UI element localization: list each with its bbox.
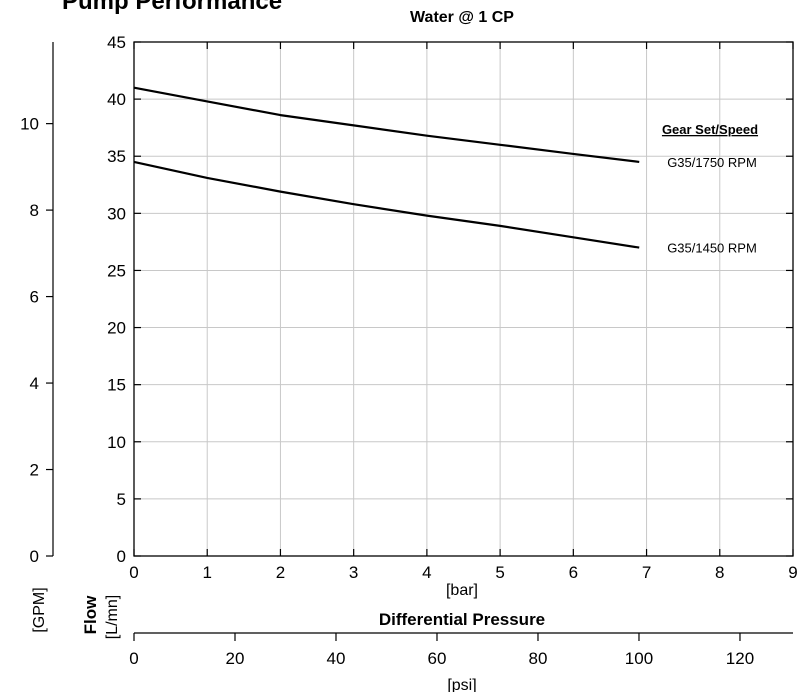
legend-items: G35/1750 RPM G35/1450 RPM <box>667 155 757 256</box>
series-line-1 <box>133 86 640 164</box>
legend-item-2: G35/1450 RPM <box>667 241 757 256</box>
psi-tick-label: 60 <box>428 649 447 668</box>
y-tick-label: 10 <box>107 433 126 452</box>
y-tick-label: 35 <box>107 147 126 166</box>
y-axis-lmn: 0 5 10 15 20 25 30 35 40 45 <box>107 33 793 566</box>
psi-tick-label: 20 <box>226 649 245 668</box>
psi-tick-label: 80 <box>529 649 548 668</box>
x-tick-label: 7 <box>642 563 651 582</box>
x-tick-label: 6 <box>569 563 578 582</box>
gpm-tick-label: 10 <box>20 115 39 134</box>
x-tick-label: 2 <box>276 563 285 582</box>
x-axis-bar: 0 1 2 3 4 5 6 7 8 9 <box>129 42 798 582</box>
psi-tick-label: 120 <box>726 649 754 668</box>
gpm-tick-label: 4 <box>30 374 39 393</box>
psi-tick-label: 100 <box>625 649 653 668</box>
grid <box>133 41 794 557</box>
plot-frame <box>133 41 794 557</box>
psi-tick-label: 40 <box>327 649 346 668</box>
legend: Gear Set/Speed G35/1750 RPM G35/1450 RPM <box>662 122 758 256</box>
y-tick-label: 5 <box>117 490 126 509</box>
gpm-tick-label: 0 <box>30 547 39 566</box>
y-tick-label: 25 <box>107 261 126 280</box>
y-tick-label: 0 <box>117 547 126 566</box>
gpm-tick-label: 6 <box>30 288 39 307</box>
x-tick-label: 1 <box>202 563 211 582</box>
x-axis-unit-bar: [bar] <box>446 582 478 599</box>
y-axis-gpm: 0 2 4 6 8 10 <box>20 42 54 566</box>
gpm-tick-label: 2 <box>30 461 39 480</box>
y-tick-label: 20 <box>107 319 126 338</box>
x-tick-label: 0 <box>129 563 138 582</box>
x-tick-label: 3 <box>349 563 358 582</box>
legend-item-1: G35/1750 RPM <box>667 155 757 170</box>
chart-title: Pump Performance <box>62 0 282 15</box>
psi-tick-label: 0 <box>129 649 138 668</box>
y-axis-unit-gpm: [GPM] <box>31 587 48 632</box>
y-tick-label: 30 <box>107 204 126 223</box>
x-axis-psi: 0 20 40 60 80 100 120 <box>129 632 793 668</box>
y-tick-label: 45 <box>107 33 126 52</box>
series-line-2 <box>133 160 640 249</box>
y-axis-flow-label: Flow <box>81 595 100 634</box>
x-axis-title: Differential Pressure <box>379 610 545 629</box>
y-axis-unit-lmn: [L/mn] <box>104 595 121 639</box>
x-tick-label: 9 <box>788 563 797 582</box>
legend-title: Gear Set/Speed <box>662 122 758 137</box>
x-axis-unit-psi: [psi] <box>447 677 476 692</box>
chart-subtitle: Water @ 1 CP <box>410 9 514 26</box>
y-tick-label: 15 <box>107 376 126 395</box>
series-lines <box>133 86 640 249</box>
y-tick-label: 40 <box>107 90 126 109</box>
x-tick-label: 8 <box>715 563 724 582</box>
x-tick-label: 5 <box>495 563 504 582</box>
gpm-tick-label: 8 <box>30 201 39 220</box>
x-tick-label: 4 <box>422 563 431 582</box>
